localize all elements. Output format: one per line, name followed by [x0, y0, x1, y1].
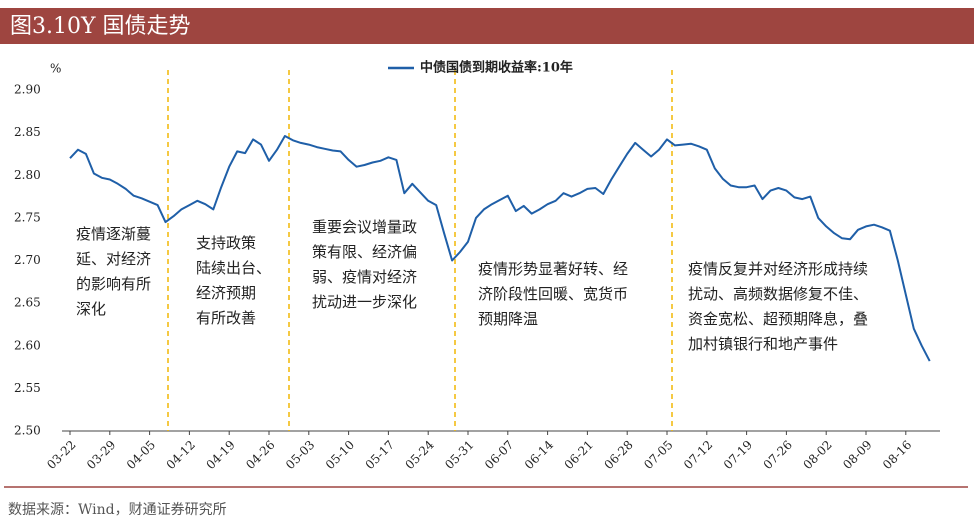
annotation: 陆续出台、: [196, 259, 271, 277]
annotation: 资金宽松、超预期降息，叠: [688, 310, 868, 328]
x-tick-label: 05-17: [363, 438, 397, 472]
annotation: 重要会议增量政: [312, 218, 417, 236]
x-tick-label: 08-02: [800, 438, 834, 472]
x-tick-label: 04-26: [243, 438, 277, 472]
annotation: 有所改善: [196, 309, 256, 327]
annotation: 扰动、高频数据修复不佳、: [688, 285, 868, 303]
x-tick-label: 06-21: [562, 438, 596, 472]
x-tick-label: 07-12: [681, 438, 715, 472]
y-tick-label: 2.50: [14, 424, 41, 438]
source: 数据来源：Wind，财通证券研究所: [8, 502, 227, 518]
x-tick-label: 08-09: [840, 438, 874, 472]
y-tick-label: 2.65: [14, 296, 41, 310]
y-tick-label: 2.55: [14, 381, 41, 395]
y-tick-label: 2.90: [14, 83, 41, 97]
x-tick-label: 03-22: [44, 438, 78, 472]
annotation: 疫情逐渐蔓: [76, 225, 151, 243]
y-tick-label: 2.60: [14, 338, 41, 352]
x-tick-label: 06-28: [601, 438, 635, 472]
annotation: 加村镇银行和地产事件: [688, 335, 838, 353]
x-tick-label: 04-19: [203, 438, 237, 472]
y-tick-label: 2.80: [14, 168, 41, 182]
annotation: 弱、疫情对经济: [312, 268, 417, 286]
x-tick-label: 07-05: [641, 438, 675, 472]
y-tick-label: 2.75: [14, 210, 41, 224]
x-tick-label: 05-10: [323, 438, 357, 472]
annotation: 支持政策: [196, 234, 256, 252]
x-tick-label: 08-16: [880, 438, 914, 472]
x-tick-label: 07-26: [761, 438, 795, 472]
annotation: 延、对经济: [76, 250, 151, 268]
title-bar: [0, 8, 974, 44]
annotation: 策有限、经济偏: [312, 243, 417, 261]
series-line: [69, 135, 931, 362]
x-tick-label: 03-29: [84, 438, 118, 472]
y-tick-label: 2.70: [14, 253, 41, 267]
annotation: 深化: [76, 300, 106, 318]
x-tick-label: 04-12: [164, 438, 198, 472]
x-tick-label: 04-05: [124, 438, 158, 472]
x-tick-label: 05-31: [442, 438, 476, 472]
annotation: 疫情形势显著好转、经: [478, 260, 628, 278]
annotation: 济阶段性回暖、宽货币: [478, 285, 628, 303]
y-unit: %: [50, 62, 61, 76]
x-tick-label: 05-24: [402, 437, 437, 472]
annotation: 预期降温: [478, 310, 538, 328]
chart-title: 图3.10Y 国债走势: [10, 14, 191, 39]
x-tick-label: 05-03: [283, 438, 317, 472]
annotation: 的影响有所: [76, 275, 151, 293]
x-tick-label: 06-07: [482, 438, 516, 472]
x-tick-label: 07-19: [721, 438, 755, 472]
y-tick-label: 2.85: [14, 125, 41, 139]
x-tick-label: 06-14: [522, 437, 557, 472]
annotation: 扰动进一步深化: [312, 293, 417, 311]
annotation: 经济预期: [196, 284, 256, 302]
legend-label: 中债国债到期收益率:10年: [420, 60, 573, 76]
annotation: 疫情反复并对经济形成持续: [688, 260, 868, 278]
